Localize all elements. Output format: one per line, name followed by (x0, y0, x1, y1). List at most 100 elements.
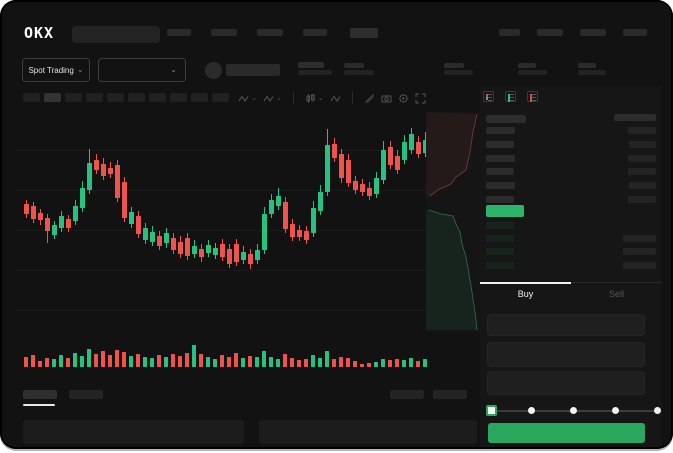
candle-body (87, 163, 92, 190)
tab-buy[interactable]: Buy (480, 282, 571, 304)
volume-bar (178, 356, 182, 367)
okx-logo[interactable]: OKX (24, 24, 54, 43)
depth-chart-preview[interactable] (426, 112, 480, 332)
bid-row[interactable] (480, 222, 662, 230)
book-combined-icon[interactable] (483, 91, 494, 102)
ask-row[interactable] (480, 154, 662, 163)
bottom-bar-button[interactable] (390, 390, 424, 399)
ask-row[interactable] (480, 196, 662, 204)
timeframe-chip[interactable] (149, 93, 166, 102)
candle-body (108, 168, 113, 174)
order-price-field[interactable] (487, 314, 645, 336)
bottom-bar-button[interactable] (433, 390, 467, 399)
candle-body (220, 244, 225, 257)
candle-type-chevron-icon[interactable]: ⌄ (305, 93, 324, 104)
volume-bar (129, 356, 133, 367)
buy-submit-button[interactable] (488, 423, 645, 443)
bid-row[interactable] (480, 248, 662, 256)
slider-stop[interactable] (612, 407, 619, 414)
timeframe-chip[interactable] (86, 93, 103, 102)
bottom-tab-underline (23, 404, 55, 406)
spot-trading-selector[interactable]: Spot Trading ⌄ (22, 58, 90, 82)
nav-item-placeholder[interactable] (537, 29, 563, 36)
bid-amount-placeholder (623, 235, 656, 243)
volume-bar (213, 359, 217, 367)
timeframe-chip[interactable] (65, 93, 82, 102)
bid-row[interactable] (480, 235, 662, 243)
search-input[interactable] (72, 26, 160, 43)
pair-name-placeholder[interactable] (226, 64, 280, 76)
candle-body (129, 212, 134, 224)
volume-bar (290, 358, 294, 367)
nav-item-placeholder[interactable] (499, 29, 520, 36)
volume-bar (381, 359, 385, 367)
fullscreen-icon[interactable] (415, 93, 426, 104)
amount-slider[interactable] (486, 405, 661, 416)
nav-item-placeholder[interactable] (167, 29, 191, 36)
indicator-wave-chevron-icon[interactable]: ⌄ (263, 93, 282, 104)
nav-item-placeholder[interactable] (211, 29, 237, 36)
timeframe-chip[interactable] (107, 93, 124, 102)
volume-chart[interactable] (16, 337, 427, 367)
candlestick-chart[interactable] (16, 117, 428, 332)
candle-body (31, 206, 36, 219)
line-overlay-icon[interactable] (330, 93, 341, 104)
slider-stop[interactable] (570, 407, 577, 414)
candle-body (199, 249, 204, 257)
orderbook-asks[interactable] (480, 127, 662, 211)
candle-body (234, 244, 239, 262)
timeframe-chip[interactable] (128, 93, 145, 102)
candle-body (290, 224, 295, 237)
slider-handle[interactable] (486, 405, 497, 416)
slider-stop[interactable] (654, 407, 661, 414)
orderbook-bids[interactable] (480, 222, 662, 276)
volume-bar (136, 354, 140, 367)
order-total-field[interactable] (487, 371, 645, 395)
timeframe-chip[interactable] (170, 93, 187, 102)
order-amount-field[interactable] (487, 342, 645, 367)
candle-body (381, 150, 386, 180)
orderbook-last-price[interactable] (486, 205, 524, 217)
candle-body (269, 200, 274, 214)
stat-value-placeholder (518, 70, 547, 75)
bottom-tab-active[interactable] (23, 390, 57, 399)
ticker-stat (518, 63, 547, 75)
volume-bar (325, 351, 329, 367)
pair-dropdown[interactable]: ⌄ (98, 58, 186, 82)
okx-logo-text: OKX (24, 24, 55, 42)
ask-row[interactable] (480, 127, 662, 135)
nav-item-placeholder[interactable] (580, 29, 606, 36)
bid-row[interactable] (480, 261, 662, 270)
nav-item-placeholder[interactable] (257, 29, 283, 36)
timeframe-chip[interactable] (44, 93, 61, 102)
volume-bar (45, 358, 49, 367)
ask-row[interactable] (480, 140, 662, 149)
book-bids-icon[interactable] (505, 91, 516, 102)
slider-stop[interactable] (528, 407, 535, 414)
candle-body (332, 144, 337, 158)
ask-amount-placeholder (629, 140, 656, 148)
bottom-tab[interactable] (69, 390, 103, 399)
nav-item-placeholder[interactable] (623, 29, 647, 36)
candle-body (94, 160, 99, 170)
camera-icon[interactable] (381, 93, 392, 104)
candle-body (45, 218, 50, 231)
toolbar-separator (351, 92, 353, 104)
spot-trading-label: Spot Trading (28, 65, 74, 75)
orderbook-view-toggles (483, 91, 538, 102)
settings-icon[interactable] (398, 93, 409, 104)
ruler-icon[interactable] (364, 93, 375, 104)
tab-sell[interactable]: Sell (571, 283, 662, 304)
volume-bar (157, 355, 161, 367)
ask-row[interactable] (480, 182, 662, 190)
timeframe-chip[interactable] (191, 93, 208, 102)
volume-bar (150, 358, 154, 367)
nav-cta-placeholder[interactable] (350, 28, 378, 38)
timeframe-chip[interactable] (23, 93, 40, 102)
wave-chevron-icon[interactable]: ⌄ (238, 93, 257, 104)
nav-item-placeholder[interactable] (303, 29, 327, 36)
candle-body (374, 178, 379, 194)
timeframe-chip[interactable] (212, 93, 229, 102)
book-asks-icon[interactable] (527, 91, 538, 102)
ask-row[interactable] (480, 168, 662, 176)
